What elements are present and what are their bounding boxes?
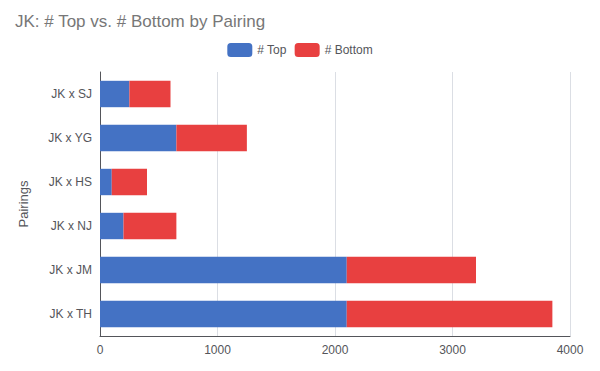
svg-text:JK x YG: JK x YG bbox=[48, 131, 92, 145]
svg-text:JK x TH: JK x TH bbox=[50, 307, 92, 321]
svg-text:JK x HS: JK x HS bbox=[49, 175, 92, 189]
svg-text:4000: 4000 bbox=[557, 343, 584, 357]
svg-text:3000: 3000 bbox=[439, 343, 466, 357]
svg-text:JK: # Top vs. # Bottom by Pair: JK: # Top vs. # Bottom by Pairing bbox=[15, 12, 265, 31]
svg-text:# Top: # Top bbox=[257, 43, 286, 57]
svg-text:2000: 2000 bbox=[322, 343, 349, 357]
svg-text:1000: 1000 bbox=[204, 343, 231, 357]
svg-text:JK x JM: JK x JM bbox=[49, 263, 92, 277]
svg-text:JK x NJ: JK x NJ bbox=[51, 219, 92, 233]
svg-text:# Bottom: # Bottom bbox=[325, 43, 373, 57]
svg-text:JK x SJ: JK x SJ bbox=[51, 87, 92, 101]
svg-text:Pairings: Pairings bbox=[16, 180, 31, 227]
svg-text:0: 0 bbox=[97, 343, 104, 357]
